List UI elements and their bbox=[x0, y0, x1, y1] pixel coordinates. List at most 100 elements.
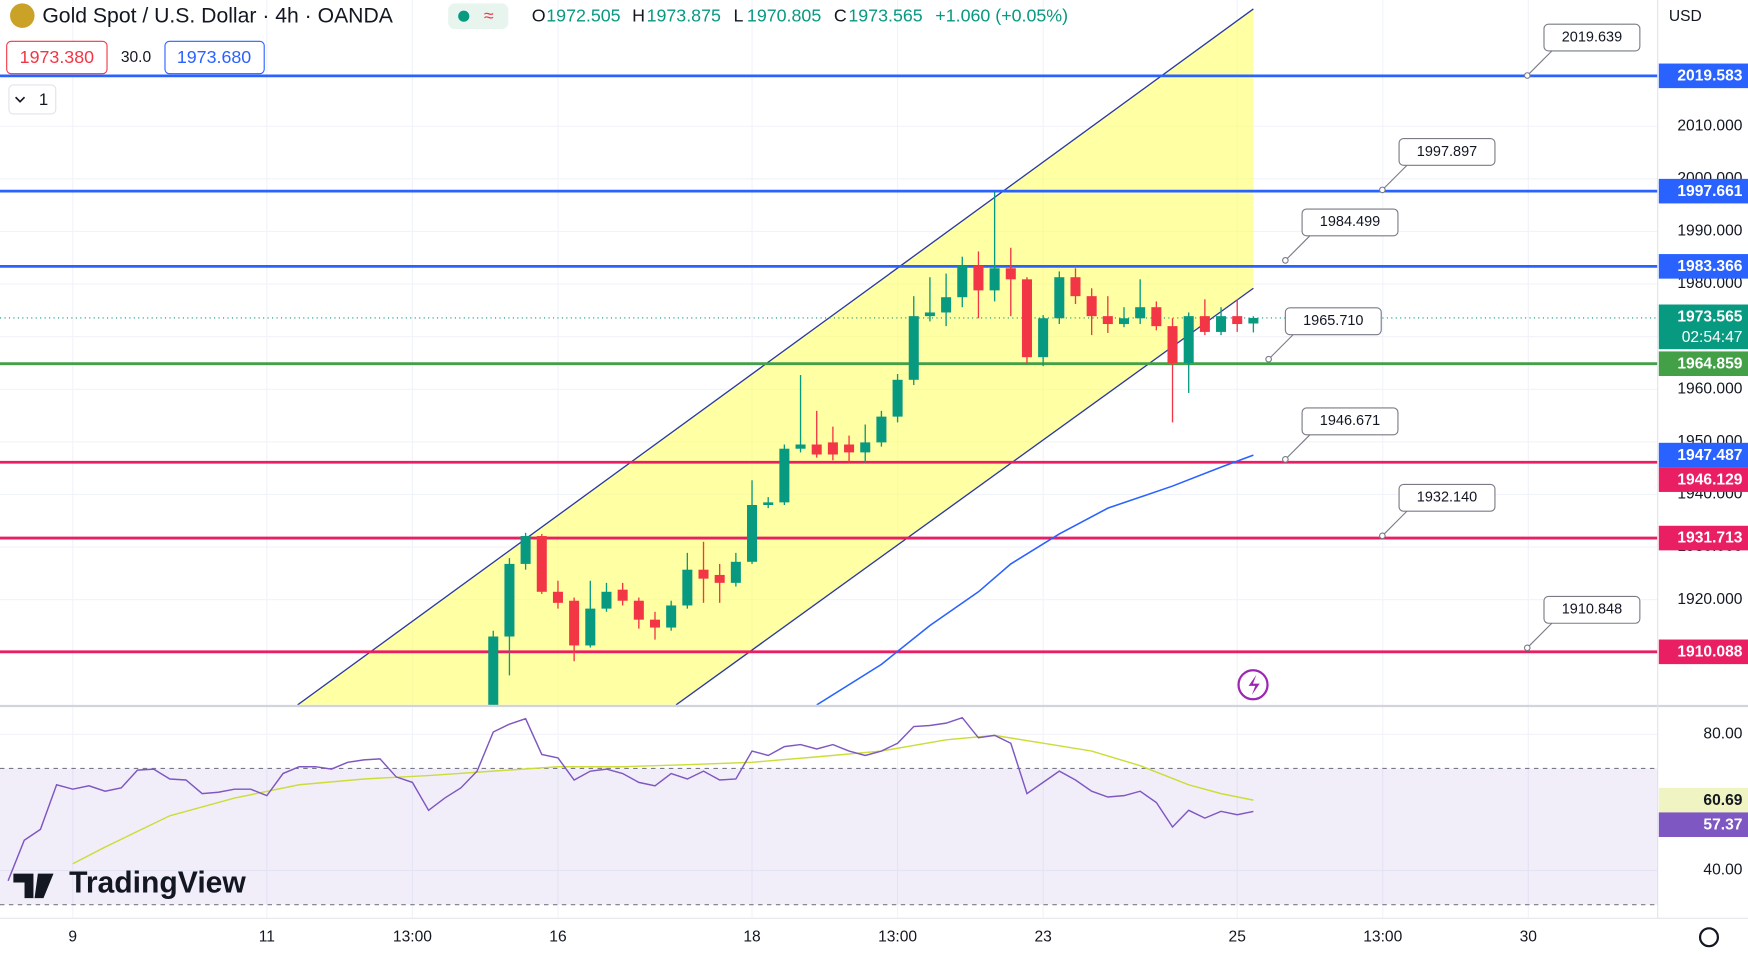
callout-anchor bbox=[1265, 355, 1272, 363]
candle-body bbox=[666, 605, 677, 628]
ohlc-value: 1973.875 bbox=[647, 5, 721, 25]
candle-body bbox=[892, 379, 903, 417]
x-tick-label: 13:00 bbox=[1363, 928, 1402, 945]
candle-body bbox=[1167, 326, 1178, 363]
y-tick-label: 1960.000 bbox=[1677, 380, 1742, 397]
status-icon: ≈ bbox=[484, 5, 494, 25]
x-tick-label: 25 bbox=[1229, 928, 1247, 945]
buy-price[interactable]: 1973.680 bbox=[177, 47, 251, 67]
spread: 30.0 bbox=[121, 49, 152, 66]
candle-body bbox=[552, 591, 563, 603]
callout-box bbox=[1301, 407, 1399, 436]
candle-body bbox=[811, 444, 822, 455]
callout-box bbox=[1398, 137, 1496, 166]
candle-body bbox=[488, 636, 499, 705]
sell-button[interactable] bbox=[6, 40, 108, 75]
symbol-icon bbox=[10, 3, 35, 28]
rsi-value-label-box bbox=[1658, 787, 1748, 813]
candle-body bbox=[924, 312, 935, 317]
interval-button[interactable] bbox=[8, 84, 57, 115]
candle-body bbox=[617, 589, 628, 601]
rsi-band bbox=[0, 768, 1658, 905]
candle-body bbox=[633, 600, 644, 620]
candle-body bbox=[1216, 316, 1227, 332]
candle-body bbox=[795, 444, 806, 449]
ohlc-label: C bbox=[834, 5, 847, 25]
settings-icon[interactable] bbox=[1698, 927, 1720, 948]
ohlc-value: 1972.505 bbox=[546, 5, 620, 25]
callout-pointer bbox=[1268, 334, 1294, 360]
candle-body bbox=[569, 600, 580, 646]
sell-price[interactable]: 1973.380 bbox=[20, 47, 94, 67]
x-tick-label: 30 bbox=[1520, 928, 1538, 945]
candle-body bbox=[504, 563, 515, 637]
line-price-label-box bbox=[1658, 254, 1748, 279]
logo-mark bbox=[13, 873, 54, 899]
candle-body bbox=[844, 444, 855, 453]
interval[interactable]: 1 bbox=[39, 90, 48, 109]
line-price-label-box bbox=[1658, 525, 1748, 551]
callout-label: 1932.140 bbox=[1417, 490, 1477, 506]
candle-body bbox=[957, 265, 968, 298]
symbol-title: Gold Spot / U.S. Dollar · 4h · OANDA bbox=[42, 4, 393, 27]
status-pill bbox=[448, 3, 509, 30]
callout-pointer bbox=[1526, 622, 1553, 649]
candle-body bbox=[989, 268, 1000, 291]
candle-body bbox=[908, 316, 919, 380]
rsi-line bbox=[72, 734, 1254, 865]
callout-label: 1965.710 bbox=[1303, 313, 1363, 329]
candle-body bbox=[1183, 316, 1194, 363]
y-tick-label: 2010.000 bbox=[1677, 117, 1742, 134]
candle-body bbox=[827, 442, 838, 455]
buy-button[interactable] bbox=[164, 40, 265, 75]
callout-label: 2019.639 bbox=[1562, 29, 1622, 45]
candle-body bbox=[1070, 277, 1081, 297]
line-price-label: 1946.129 bbox=[1677, 471, 1742, 488]
candle-body bbox=[876, 416, 887, 443]
candle-body bbox=[1038, 318, 1049, 358]
bolt bbox=[1248, 674, 1260, 695]
line-price-label-box bbox=[1658, 63, 1748, 89]
rsi-line bbox=[7, 716, 1254, 882]
candle-body bbox=[1199, 316, 1210, 332]
y-tick-label: 80.00 bbox=[1703, 725, 1742, 742]
logo: TradingView bbox=[69, 867, 246, 900]
x-tick-label: 13:00 bbox=[393, 928, 432, 945]
candle-body bbox=[520, 536, 531, 564]
line-price-label: 1983.366 bbox=[1677, 258, 1742, 275]
candle-body bbox=[1135, 307, 1146, 319]
line-price-label: 1997.661 bbox=[1677, 183, 1742, 200]
candle-body bbox=[1054, 277, 1065, 319]
y-tick-label: 40.00 bbox=[1703, 862, 1742, 879]
callout-label: 1984.499 bbox=[1320, 214, 1380, 230]
candle-body bbox=[730, 561, 741, 583]
rsi-value-label: 60.69 bbox=[1703, 792, 1742, 809]
callout-box bbox=[1301, 208, 1399, 237]
callout-box bbox=[1543, 23, 1641, 52]
y-tick-label: 1990.000 bbox=[1677, 223, 1742, 240]
line-price-label: 1964.859 bbox=[1677, 355, 1742, 372]
ohlc-label: L bbox=[734, 5, 744, 25]
callout-anchor bbox=[1523, 644, 1531, 652]
x-tick-label: 16 bbox=[549, 928, 566, 945]
candle-body bbox=[860, 442, 871, 453]
line-price-label-box bbox=[1658, 467, 1748, 492]
candle-body bbox=[1005, 268, 1016, 280]
candle-body bbox=[714, 574, 725, 583]
candle-body bbox=[1151, 307, 1162, 327]
currency[interactable]: USD bbox=[1669, 8, 1702, 25]
callout-pointer bbox=[1284, 235, 1311, 261]
candle-body bbox=[779, 448, 790, 503]
status-dot bbox=[458, 10, 470, 22]
x-tick-label: 23 bbox=[1034, 928, 1051, 945]
callout-anchor bbox=[1523, 72, 1531, 79]
candle-body bbox=[682, 569, 693, 606]
callout-label: 1997.897 bbox=[1417, 144, 1477, 160]
line-price-label: 1910.088 bbox=[1677, 643, 1742, 660]
callout-anchor bbox=[1379, 532, 1386, 540]
ohlc-label: O bbox=[532, 5, 546, 25]
callout-anchor bbox=[1282, 257, 1289, 264]
callout-label: 1946.671 bbox=[1320, 413, 1380, 429]
callout-box bbox=[1398, 483, 1496, 512]
